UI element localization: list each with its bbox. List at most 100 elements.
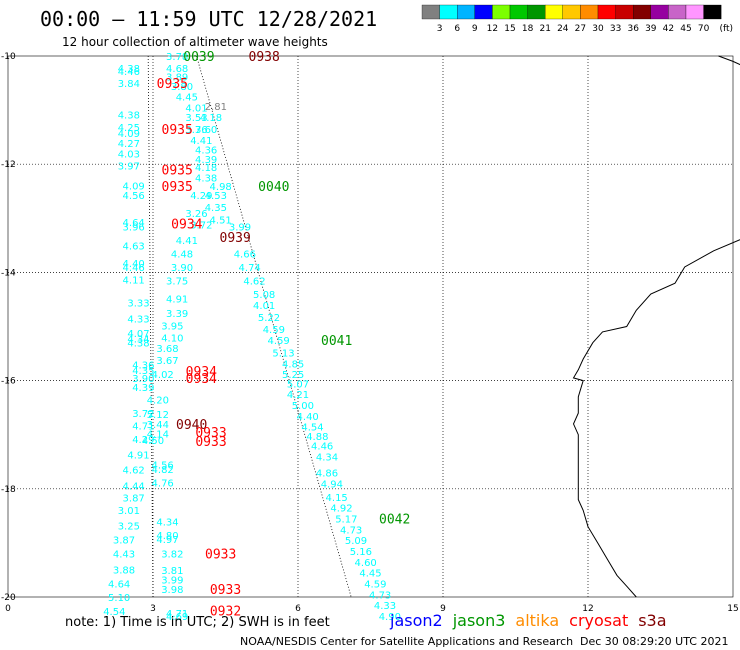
colorbar-threshold-label: 6 — [454, 24, 460, 34]
colorbar-threshold-label: 15 — [504, 24, 515, 34]
wave-height-label: 4.29 — [132, 435, 154, 446]
chart-subtitle: 12 hour collection of altimeter wave hei… — [62, 35, 328, 49]
colorbar: 3 6 9 12 15 18 21 24 27 30 33 36 39 42 45 70 (ft) — [421, 4, 733, 34]
colorbar-threshold-label: 39 — [645, 24, 657, 34]
wave-height-label: 4.34 — [316, 452, 338, 463]
colorbar-swatch — [439, 4, 458, 20]
wave-height-label: 5.09 — [345, 536, 367, 547]
wave-height-label: 3.89 — [166, 73, 188, 84]
wave-height-label: 3.99 — [161, 576, 183, 587]
wave-height-label: 4.40 — [123, 259, 145, 270]
wave-height-label: 4.64 — [108, 579, 130, 590]
wave-height-label: 3.01 — [118, 506, 140, 517]
coastline-path — [572, 55, 740, 598]
wave-height-label: 3.88 — [113, 565, 135, 576]
wave-height-label: 4.41 — [176, 236, 198, 247]
wave-height-label: 3.87 — [113, 536, 135, 547]
colorbar-threshold-label: 30 — [592, 24, 604, 34]
colorbar-threshold-label: 36 — [627, 24, 639, 34]
x-tick-label: 12 — [582, 604, 593, 614]
wave-height-label: 3.99 — [229, 222, 251, 233]
y-tick-label: -18 — [1, 485, 16, 495]
wave-height-label: 5.16 — [350, 547, 372, 558]
colorbar-swatch — [615, 4, 634, 20]
wave-height-label: 4.82 — [152, 465, 174, 476]
grid-lines — [7, 55, 734, 598]
wave-height-label: 4.18 — [200, 113, 222, 124]
wave-height-label: 4.40 — [297, 412, 319, 423]
wave-height-label: 4.14 — [147, 430, 169, 441]
wave-height-label: 4.80 — [156, 531, 178, 542]
wave-height-label: 4.94 — [321, 479, 343, 490]
y-tick-label: -16 — [1, 377, 16, 387]
wave-height-label: 4.34 — [156, 517, 178, 528]
wave-height-label: 4.76 — [152, 478, 174, 489]
wave-height-label: 5.13 — [272, 348, 294, 359]
colorbar-threshold-label: 9 — [472, 24, 478, 34]
wave-height-label: 4.25 — [118, 123, 140, 134]
pass-time-label: 0933 — [195, 435, 226, 450]
wave-height-label: 3.25 — [118, 522, 140, 533]
wave-height-label: 3.87 — [123, 493, 145, 504]
wave-height-label: 3.84 — [118, 79, 140, 90]
wave-height-label: 4.34 — [127, 334, 149, 345]
colorbar-threshold-label: 24 — [557, 24, 569, 34]
wave-height-label: 4.64 — [123, 218, 145, 229]
pass-time-label: 0040 — [258, 180, 289, 195]
colorbar-swatch — [474, 4, 493, 20]
y-tick-label: -10 — [1, 52, 16, 62]
colorbar-threshold-label: 70 — [698, 24, 710, 34]
wave-height-label: 4.46 — [123, 263, 145, 274]
x-tick-label: 15 — [727, 604, 738, 614]
wave-height-label: 5.12 — [147, 410, 169, 421]
wave-height-label: 4.53 — [205, 191, 227, 202]
wave-height-label: 4.29 — [190, 191, 212, 202]
wave-height-label: 3.97 — [118, 161, 140, 172]
wave-height-label: 4.46 — [311, 442, 333, 453]
wave-height-label: 4.35 — [205, 203, 227, 214]
wave-height-label: 4.39 — [195, 155, 217, 166]
wave-height-label: 5.10 — [108, 593, 130, 604]
wave-height-label: 4.68 — [166, 64, 188, 75]
wave-height-label: 4.59 — [364, 579, 386, 590]
colorbar-threshold-label: 18 — [522, 24, 534, 34]
pass-time-label: 0934 — [171, 218, 202, 233]
wave-height-label: 4.88 — [306, 432, 328, 443]
wave-height-label: 5.25 — [282, 370, 304, 381]
wave-height-label: 3.39 — [166, 309, 188, 320]
wave-height-label: 3.81 — [161, 566, 183, 577]
satellite-legend: jason2 jason3 altika cryosat s3a — [389, 611, 667, 630]
wave-height-label: 4.60 — [355, 558, 377, 569]
wave-height-label: 4.71 — [166, 609, 188, 620]
wave-height-label: 4.54 — [301, 423, 323, 434]
wave-height-label: 4.73 — [340, 525, 362, 536]
legend-entry: jason2 — [389, 611, 443, 630]
wave-height-label: 2.81 — [205, 102, 227, 113]
colorbar-swatch — [685, 4, 704, 20]
wave-height-label: 4.09 — [123, 181, 145, 192]
wave-height-label: 3.75 — [166, 277, 188, 288]
y-tick-label: -12 — [1, 160, 16, 170]
wave-height-label: 4.46 — [118, 67, 140, 78]
wave-height-label: 4.21 — [287, 390, 309, 401]
pass-time-label: 0042 — [379, 513, 410, 528]
colorbar-unit-label: (ft) — [719, 24, 733, 34]
colorbar-threshold-label: 12 — [487, 24, 498, 34]
colorbar-threshold-label: 21 — [539, 24, 550, 34]
x-tick-label: 0 — [5, 604, 11, 614]
wave-height-label: 4.02 — [152, 370, 174, 381]
wave-height-label: 4.62 — [243, 277, 265, 288]
wave-height-label: 4.51 — [210, 215, 232, 226]
footer-timestamp: Dec 30 08:29:20 UTC 2021 — [580, 635, 728, 648]
wave-height-label: 4.85 — [282, 359, 304, 370]
colorbar-threshold-label: 3 — [437, 24, 443, 34]
wave-height-label: 3.67 — [156, 356, 178, 367]
wave-height-label: 4.54 — [103, 607, 125, 618]
pass-time-label: 0932 — [210, 605, 241, 620]
wave-height-label: 3.76 — [185, 125, 207, 136]
wave-height-label: 4.07 — [127, 329, 149, 340]
colorbar-swatch — [492, 4, 511, 20]
